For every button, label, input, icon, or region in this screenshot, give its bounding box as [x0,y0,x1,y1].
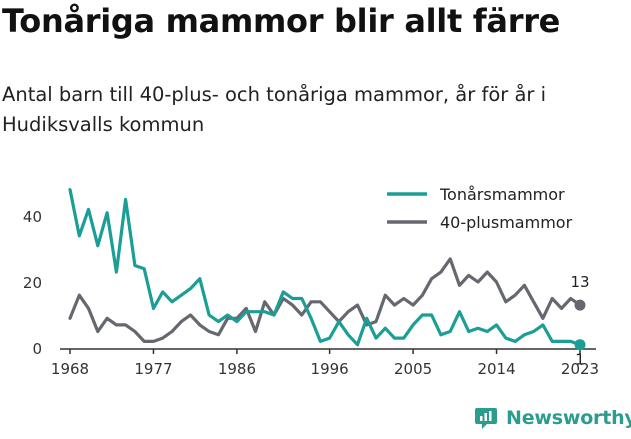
y-tick-label-1: 20 [23,274,42,292]
x-tick-label-6: 2023 [561,360,599,378]
end-marker-0 [574,339,586,351]
x-tick-label-4: 2005 [394,360,432,378]
brand-name: Newsworthy [506,407,631,429]
x-tick-label-1: 1977 [134,360,172,378]
y-tick-label-2: 40 [23,208,42,226]
x-axis: 1968 1977 1986 1996 2005 2014 2023 [51,348,599,378]
legend: Tonårsmammor 40-plusmammor [387,185,573,232]
legend-label-1: 40-plusmammor [440,213,573,232]
line-chart: 0 20 40 1968 1977 1986 1996 2005 2014 2023 1 13 T… [23,185,599,378]
series-line-0 [68,188,582,347]
series-lines [68,188,582,347]
end-label-0: 1 [575,351,585,369]
y-axis: 0 20 40 [23,208,42,358]
x-tick-label-5: 2014 [477,360,515,378]
x-tick-label-3: 1996 [311,360,349,378]
x-tick-label-2: 1986 [218,360,256,378]
end-marker-1 [574,299,586,311]
x-tick-label-0: 1968 [51,360,89,378]
end-markers: 1 13 [570,273,589,369]
chart-subtitle: Antal barn till 40-plus- och tonåriga ma… [2,83,547,136]
end-label-1: 13 [570,273,589,291]
series-line-1 [68,257,582,343]
chart-title: Tonåriga mammor blir allt färre [2,2,561,40]
y-tick-label-0: 0 [32,340,42,358]
newsworthy-icon [475,408,497,429]
brand-logo: Newsworthy [474,406,631,430]
legend-label-0: Tonårsmammor [439,185,565,204]
